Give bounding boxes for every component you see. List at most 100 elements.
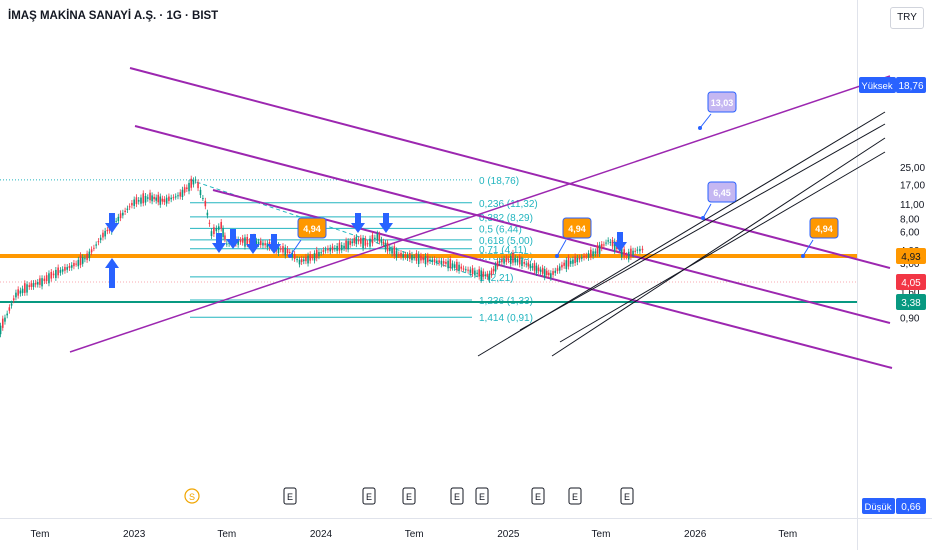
candle-body	[340, 245, 343, 251]
candle-body	[241, 237, 244, 243]
candle-body	[115, 220, 117, 222]
candle-body	[334, 248, 336, 250]
fib-level-label: 0,71 (4,11)	[479, 245, 527, 256]
price-badge-text: 3,38	[901, 298, 921, 309]
candle-body	[411, 254, 413, 261]
candle-body	[244, 237, 246, 247]
candle-body	[262, 242, 264, 246]
candle-body	[543, 269, 546, 278]
candle-body	[545, 270, 548, 275]
rising-trend-line	[69, 75, 891, 353]
candle-body	[217, 226, 220, 230]
candle-body	[467, 269, 469, 271]
candle-body	[266, 243, 269, 248]
candle-body	[525, 263, 528, 265]
candle-body	[590, 249, 592, 258]
earnings-event-icon	[283, 487, 297, 505]
fib-level-label: 0,618 (5,00)	[479, 236, 533, 247]
candle-body	[537, 267, 540, 271]
candle-body	[36, 282, 39, 285]
time-tick-label: Tem	[778, 529, 797, 540]
high-value-text: 18,76	[898, 81, 923, 92]
candle-body	[322, 250, 325, 252]
candle-body	[179, 192, 182, 197]
candle-body	[151, 195, 153, 202]
earnings-event-label: E	[366, 492, 372, 502]
candle-body	[583, 255, 585, 258]
candle-body	[8, 307, 11, 311]
candle-body	[246, 237, 249, 245]
candle-body	[26, 284, 28, 293]
candle-body	[531, 266, 534, 268]
candle-body	[355, 237, 358, 245]
candle-body	[75, 263, 77, 265]
candle-body	[501, 259, 503, 263]
candle-body	[6, 313, 8, 316]
candle-body	[569, 260, 572, 264]
candle-body	[596, 245, 599, 254]
candle-body	[88, 251, 91, 259]
fib-level-label: 0,382 (8,29)	[479, 213, 533, 224]
candle-body	[357, 239, 360, 242]
arrow-down-icon	[379, 213, 393, 233]
candle-body	[620, 247, 623, 258]
candle-body	[496, 261, 499, 267]
candle-body	[248, 241, 251, 243]
price-tick-label: 8,00	[900, 215, 920, 226]
candle-body	[48, 273, 50, 284]
candle-body	[393, 246, 396, 256]
split-event-label: S	[189, 492, 195, 502]
candle-body	[153, 196, 155, 200]
candle-body	[210, 231, 213, 237]
candle-body	[453, 264, 456, 268]
candle-body	[181, 189, 184, 198]
earnings-event-icon	[531, 487, 545, 505]
candle-body	[155, 197, 157, 201]
candle-body	[627, 251, 630, 260]
candle-body	[563, 262, 565, 266]
candle-body	[451, 263, 454, 268]
candle-body	[0, 325, 2, 335]
candle-body	[507, 259, 510, 261]
candle-body	[353, 238, 356, 243]
candle-body	[523, 261, 526, 264]
earnings-event-label: E	[535, 492, 541, 502]
candle-body	[433, 259, 436, 263]
currency-selector[interactable]: TRY	[890, 7, 924, 29]
split-event-icon	[184, 488, 200, 504]
candle-body	[343, 245, 345, 249]
candle-body	[206, 212, 209, 216]
candle-body	[630, 248, 632, 257]
candle-body	[429, 259, 431, 262]
black-channel-line	[519, 123, 886, 331]
callout-label: 6,45	[713, 188, 731, 198]
arrow-down-icon	[212, 233, 226, 253]
candle-body	[307, 255, 309, 264]
high-value-badge	[896, 77, 926, 93]
candle-body	[585, 255, 588, 257]
candle-body	[476, 272, 478, 274]
candle-body	[420, 255, 422, 261]
candle-body	[611, 239, 614, 247]
arrow-down-icon	[613, 232, 627, 252]
low-value-badge	[896, 498, 926, 514]
candle-body	[535, 265, 538, 274]
candle-body	[369, 238, 371, 247]
arrow-down-icon	[267, 234, 281, 254]
candle-body	[318, 252, 320, 257]
candle-body	[55, 269, 57, 278]
callout-label: 13,03	[711, 98, 734, 108]
candle-body	[291, 252, 294, 258]
channel-bottom-line	[212, 189, 893, 369]
candle-body	[382, 241, 385, 245]
candle-body	[488, 273, 491, 280]
candle-body	[313, 253, 316, 261]
time-tick-label: 2025	[497, 529, 520, 540]
candle-body	[380, 239, 383, 243]
candle-body	[574, 256, 576, 264]
candle-body	[572, 259, 574, 264]
candle-body	[199, 189, 202, 196]
candle-body	[170, 197, 172, 200]
candle-body	[97, 241, 100, 243]
